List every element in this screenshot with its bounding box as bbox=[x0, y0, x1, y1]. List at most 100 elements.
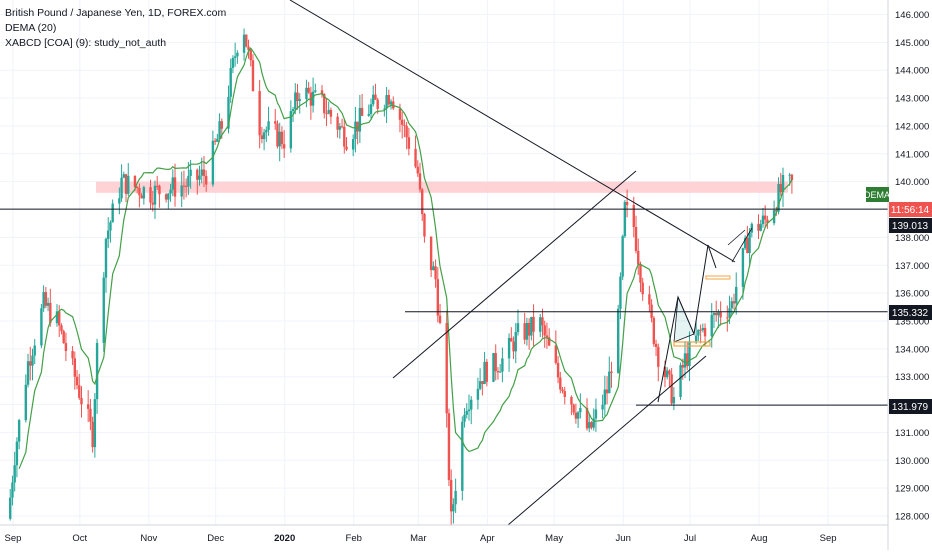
candle-body bbox=[24, 384, 28, 421]
x-tick-label: Aug bbox=[751, 533, 768, 544]
candle-body bbox=[11, 482, 14, 498]
candle-body bbox=[461, 421, 464, 491]
candle-body bbox=[367, 113, 370, 116]
candle-body bbox=[445, 322, 448, 414]
candle-body bbox=[86, 404, 90, 409]
candle-body bbox=[291, 109, 295, 112]
candle-body bbox=[403, 124, 406, 126]
channel-upper-line[interactable] bbox=[392, 170, 637, 379]
candle-body bbox=[539, 317, 542, 332]
candle-body bbox=[91, 421, 94, 448]
dema-line bbox=[18, 47, 793, 470]
candle-body bbox=[127, 175, 130, 194]
candle-body bbox=[33, 345, 36, 356]
candle-body bbox=[58, 311, 61, 326]
candle-body bbox=[118, 198, 121, 204]
y-tick-label: 131.000 bbox=[895, 428, 929, 439]
candle-body bbox=[156, 185, 159, 187]
candle-body bbox=[639, 264, 642, 283]
candle-body bbox=[133, 175, 137, 187]
candle-body bbox=[294, 92, 297, 110]
candle-body bbox=[42, 292, 45, 309]
candle-body bbox=[46, 302, 50, 306]
candle-body bbox=[358, 107, 362, 132]
candle-body bbox=[714, 312, 718, 316]
candle-body bbox=[345, 146, 348, 150]
candle-body bbox=[158, 185, 161, 195]
trendline-drawings[interactable] bbox=[0, 0, 888, 526]
candle-body bbox=[167, 193, 170, 200]
candle-body bbox=[75, 376, 79, 386]
candle-body bbox=[93, 399, 97, 448]
candle-body bbox=[781, 174, 785, 193]
candle-body bbox=[759, 224, 762, 231]
candle-body bbox=[481, 381, 484, 385]
dema-legend[interactable]: DEMA (20) bbox=[5, 22, 57, 34]
xabcd-triangle bbox=[673, 296, 695, 343]
candle-body bbox=[40, 308, 43, 346]
candle-body bbox=[200, 169, 203, 176]
candle-body bbox=[17, 420, 21, 442]
descending-trendline[interactable] bbox=[289, 0, 736, 263]
candle-body bbox=[603, 389, 607, 405]
candle-body bbox=[563, 391, 566, 397]
candle-body bbox=[398, 108, 402, 120]
candle-body bbox=[668, 370, 671, 375]
candle-body bbox=[180, 185, 183, 197]
candle-body bbox=[501, 358, 504, 372]
candle-body bbox=[672, 396, 676, 404]
candle-body bbox=[434, 266, 437, 280]
small-channel-lower[interactable] bbox=[731, 227, 753, 263]
candle-body bbox=[594, 409, 598, 419]
candle-body bbox=[447, 413, 451, 481]
candle-body bbox=[688, 341, 691, 367]
candle-body bbox=[89, 408, 92, 422]
candle-body bbox=[71, 351, 74, 359]
candle-body bbox=[788, 174, 791, 176]
price-axis[interactable]: 128.000129.000130.000131.000132.000133.0… bbox=[895, 10, 929, 523]
candle-body bbox=[15, 441, 19, 466]
y-tick-label: 130.000 bbox=[895, 456, 929, 467]
x-tick-label: Sep bbox=[820, 533, 837, 544]
candle-body bbox=[55, 311, 59, 324]
candle-body bbox=[202, 169, 206, 176]
candle-body bbox=[663, 366, 667, 378]
candle-body bbox=[654, 343, 658, 348]
candle-body bbox=[251, 60, 255, 92]
candle-body bbox=[142, 187, 146, 199]
y-tick-label: 129.000 bbox=[895, 484, 929, 495]
xabcd-legend[interactable]: XABCD [COA] (9): study_not_auth bbox=[5, 37, 167, 49]
candle-body bbox=[233, 56, 237, 58]
candle-body bbox=[694, 335, 698, 342]
dema-tag: DEMA bbox=[864, 190, 890, 200]
candle-body bbox=[543, 325, 546, 336]
candle-body bbox=[743, 238, 747, 249]
candle-body bbox=[325, 113, 328, 115]
xabcd-target-box bbox=[673, 341, 711, 347]
candle-body bbox=[305, 87, 308, 100]
candle-body bbox=[516, 323, 520, 333]
candle-body bbox=[527, 322, 531, 336]
time-axis[interactable]: Sep Oct Nov Dec 2020 Feb Mar Apr May Jun Jul Aug Sep bbox=[5, 533, 837, 544]
small-channel-upper[interactable] bbox=[727, 229, 746, 246]
channel-lower-line[interactable] bbox=[507, 355, 707, 526]
candle-body bbox=[151, 202, 154, 205]
candle-body bbox=[62, 331, 65, 344]
candle-body bbox=[218, 121, 221, 139]
candle-body bbox=[605, 389, 609, 394]
axes bbox=[0, 0, 889, 550]
candle-body bbox=[485, 361, 489, 382]
candle-body bbox=[405, 125, 408, 138]
symbol-title[interactable]: British Pound / Japanese Yen, 1D, FOREX.… bbox=[5, 7, 227, 19]
level-135-tag: 135.332 bbox=[892, 308, 929, 319]
candle-body bbox=[336, 116, 339, 130]
candle-body bbox=[790, 174, 794, 181]
candle-body bbox=[496, 371, 500, 373]
candle-body bbox=[470, 399, 473, 410]
candle-body bbox=[421, 189, 424, 215]
y-tick-label: 145.000 bbox=[895, 38, 929, 49]
x-tick-label: Sep bbox=[5, 533, 22, 544]
candle-body bbox=[512, 341, 515, 352]
